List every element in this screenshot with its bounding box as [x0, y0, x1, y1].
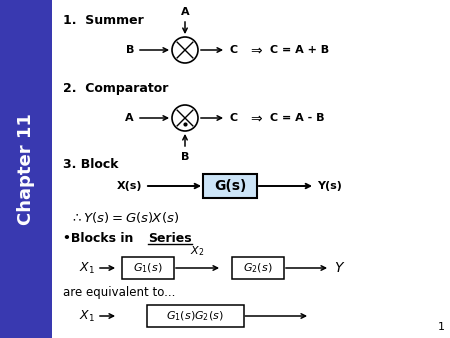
Text: B: B [126, 45, 134, 55]
Text: $\Rightarrow$: $\Rightarrow$ [248, 111, 264, 125]
Text: Y(s): Y(s) [317, 181, 342, 191]
Bar [0, 0, 52, 338]
Text: C: C [229, 113, 237, 123]
Text: C = A + B: C = A + B [270, 45, 329, 55]
Text: X(s): X(s) [117, 181, 142, 191]
Text: $Y$: $Y$ [334, 261, 346, 275]
FancyBboxPatch shape [122, 257, 174, 279]
Text: are equivalent to...: are equivalent to... [63, 286, 176, 299]
Text: B: B [181, 152, 189, 162]
Text: $G_2(s)$: $G_2(s)$ [243, 261, 273, 275]
Text: 2.  Comparator: 2. Comparator [63, 82, 168, 95]
Text: 1: 1 [438, 322, 445, 332]
Text: A: A [181, 7, 189, 17]
Text: $X_1$: $X_1$ [79, 261, 95, 275]
FancyBboxPatch shape [203, 174, 257, 198]
Text: $\therefore Y(s) = G(s)X(s)$: $\therefore Y(s) = G(s)X(s)$ [70, 210, 179, 225]
Text: G(s): G(s) [214, 179, 246, 193]
Text: A: A [126, 113, 134, 123]
Text: 1.  Summer: 1. Summer [63, 14, 144, 27]
Text: $X_1$: $X_1$ [79, 309, 95, 323]
FancyBboxPatch shape [232, 257, 284, 279]
Text: C: C [229, 45, 237, 55]
Text: $G_1(s)$: $G_1(s)$ [133, 261, 163, 275]
Text: Series: Series [148, 232, 192, 245]
Text: Chapter 11: Chapter 11 [17, 113, 35, 225]
Text: $G_1(s)G_2(s)$: $G_1(s)G_2(s)$ [166, 309, 224, 323]
Text: $\Rightarrow$: $\Rightarrow$ [248, 43, 264, 57]
FancyBboxPatch shape [147, 305, 243, 327]
Text: $X_2$: $X_2$ [190, 244, 205, 258]
Text: C = A - B: C = A - B [270, 113, 324, 123]
Text: •Blocks in: •Blocks in [63, 232, 138, 245]
Text: 3. Block: 3. Block [63, 158, 118, 171]
